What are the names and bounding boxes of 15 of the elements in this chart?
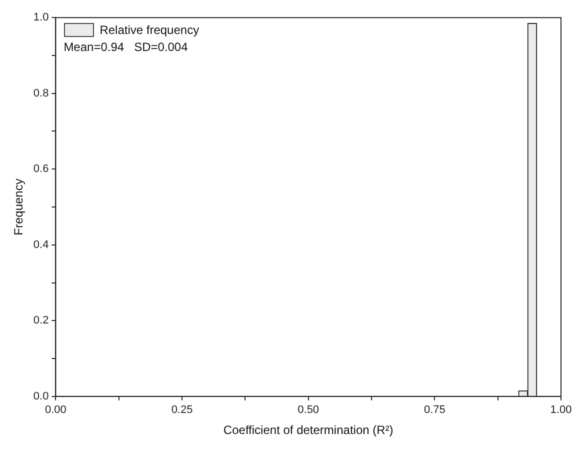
y-tick-label: 0.2 bbox=[33, 314, 49, 327]
y-tick-label: 1.0 bbox=[33, 12, 49, 24]
annotation: Mean=0.94 SD=0.004 bbox=[64, 38, 189, 56]
x-tick-label: 0.50 bbox=[298, 404, 320, 416]
y-tick-label: 0.6 bbox=[33, 163, 49, 176]
x-tick-label: 0.25 bbox=[171, 404, 193, 416]
y-axis-title: Frequency bbox=[12, 178, 26, 236]
y-tick-label: 0.8 bbox=[33, 87, 49, 100]
y-tick-label: 0.4 bbox=[33, 238, 49, 251]
x-tick-label: 1.00 bbox=[550, 404, 572, 416]
x-tick-label: 0.75 bbox=[424, 404, 446, 416]
legend-label: Relative frequency bbox=[100, 22, 200, 39]
x-axis-title: Coefficient of determination (R²) bbox=[223, 423, 394, 438]
x-tick-label: 0.00 bbox=[44, 404, 66, 416]
y-tick-label: 0.0 bbox=[33, 390, 49, 402]
